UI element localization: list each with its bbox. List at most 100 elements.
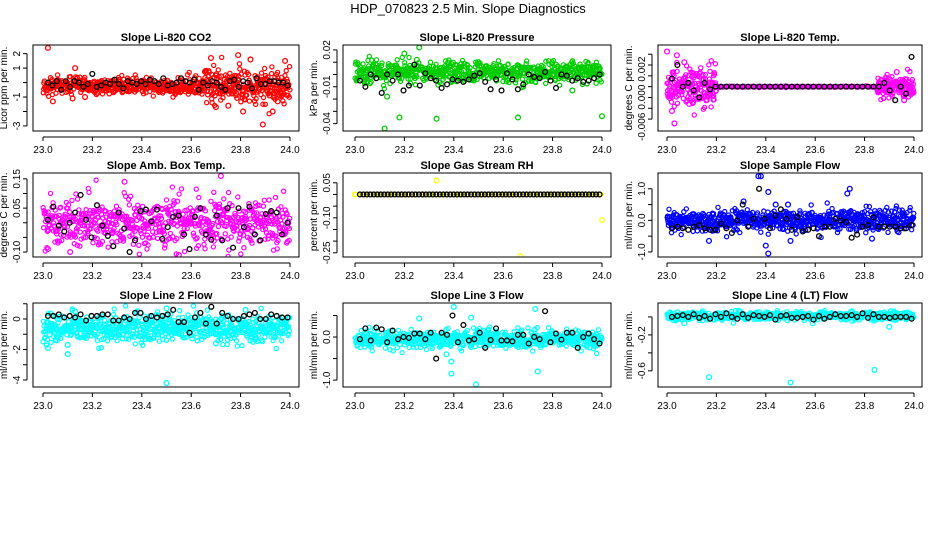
- outlier-point: [175, 251, 182, 257]
- data-point: [224, 341, 230, 348]
- points: [40, 45, 293, 128]
- data-point: [140, 342, 146, 348]
- reference-point: [903, 90, 910, 97]
- data-point: [907, 207, 913, 213]
- x-tick-label: 23.2: [707, 271, 727, 282]
- reference-point: [586, 191, 593, 198]
- reference-point: [400, 87, 407, 94]
- reference-point: [685, 79, 692, 86]
- data-point: [225, 312, 232, 318]
- data-point: [872, 207, 878, 214]
- data-point: [47, 190, 54, 197]
- reference-point: [499, 191, 506, 198]
- reference-point: [104, 311, 111, 318]
- x-tick-label: 23.2: [83, 271, 103, 282]
- outlier-point: [64, 351, 71, 358]
- data-point: [550, 57, 557, 64]
- reference-point: [520, 81, 527, 88]
- data-point: [274, 69, 281, 76]
- data-point: [190, 230, 197, 236]
- y-tick-label: 1.0: [637, 181, 648, 195]
- data-point: [184, 225, 190, 232]
- data-point: [366, 53, 372, 60]
- y-tick-label: -0.01: [322, 75, 333, 98]
- data-point: [147, 329, 154, 335]
- reference-point: [449, 76, 456, 83]
- reference-point: [50, 203, 57, 210]
- data-point: [54, 72, 61, 78]
- data-point: [287, 87, 293, 93]
- reference-point: [591, 75, 598, 82]
- outlier-point: [673, 52, 680, 59]
- reference-point: [443, 191, 450, 198]
- x-tick-label: 23.6: [493, 145, 513, 156]
- data-point: [120, 331, 127, 337]
- data-point: [76, 207, 82, 213]
- data-point: [153, 311, 160, 318]
- data-point: [203, 99, 210, 106]
- data-point: [114, 221, 120, 228]
- data-point: [495, 333, 501, 339]
- data-point: [880, 95, 887, 102]
- reference-point: [493, 76, 500, 83]
- data-point: [487, 324, 493, 330]
- data-point: [809, 209, 815, 216]
- data-point: [176, 307, 183, 314]
- data-point: [193, 310, 200, 316]
- reference-point: [170, 306, 177, 313]
- outlier-point: [784, 201, 792, 208]
- reference-point: [164, 311, 171, 318]
- reference-point: [235, 315, 242, 323]
- data-point: [870, 227, 876, 233]
- data-point: [369, 348, 375, 354]
- reference-point: [572, 191, 579, 198]
- reference-point: [133, 80, 140, 88]
- data-point: [74, 74, 81, 81]
- reference-point: [788, 226, 795, 233]
- outlier-point: [765, 250, 772, 257]
- reference-point: [121, 314, 128, 321]
- reference-point: [870, 214, 877, 221]
- outlier-point: [413, 56, 420, 63]
- x-tick-label: 23.4: [132, 401, 152, 412]
- data-point: [390, 348, 396, 354]
- reference-point: [579, 191, 586, 198]
- y-tick-label: 1: [12, 65, 23, 71]
- reference-point: [111, 76, 118, 83]
- data-point: [188, 314, 195, 321]
- data-point: [911, 210, 917, 217]
- reference-point: [679, 225, 686, 232]
- outlier-point: [598, 113, 606, 120]
- data-point: [268, 70, 275, 77]
- reference-point: [61, 228, 68, 235]
- data-point: [279, 221, 285, 227]
- reference-point: [533, 191, 541, 198]
- data-point: [863, 203, 869, 209]
- data-point: [215, 223, 222, 230]
- data-point: [394, 57, 400, 63]
- data-point: [899, 207, 905, 213]
- data-point: [252, 101, 259, 108]
- reference-point: [487, 86, 494, 93]
- outlier-point: [384, 93, 391, 100]
- reference-point: [268, 311, 275, 318]
- outlier-point: [757, 173, 764, 180]
- data-point: [524, 58, 530, 64]
- data-point: [687, 66, 693, 72]
- data-point: [272, 318, 278, 324]
- reference-point: [197, 205, 204, 212]
- data-point: [165, 209, 171, 215]
- data-point: [700, 76, 707, 83]
- reference-point: [575, 191, 582, 198]
- data-point: [216, 205, 223, 211]
- points: [40, 173, 293, 257]
- reference-point: [488, 191, 495, 198]
- data-point: [551, 66, 558, 73]
- reference-point: [854, 231, 861, 238]
- reference-point: [222, 86, 229, 93]
- reference-point: [837, 217, 844, 224]
- reference-point: [262, 210, 269, 218]
- data-point: [397, 78, 404, 85]
- data-point: [43, 209, 49, 216]
